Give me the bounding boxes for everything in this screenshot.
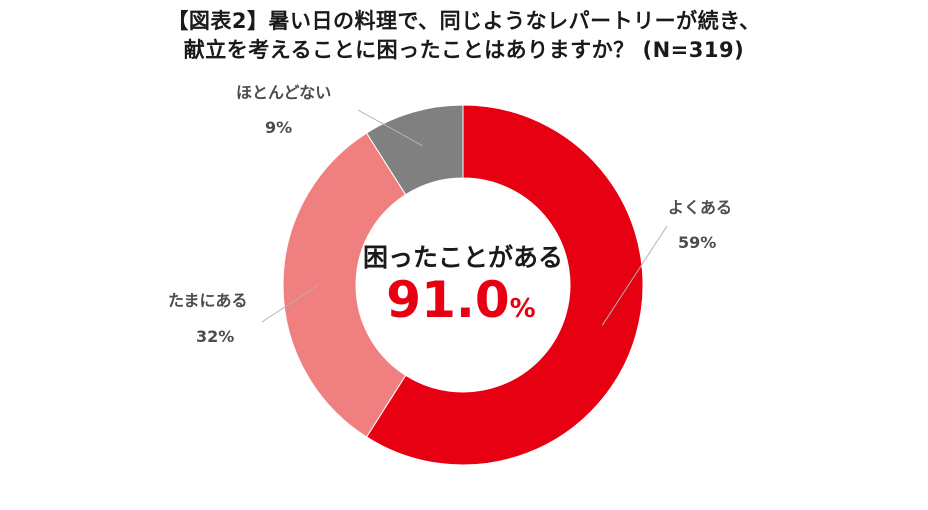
center-label: 困ったことがある xyxy=(363,243,563,272)
chart-title-line-2: 献立を考えることに困ったことはありますか？ (N=319) xyxy=(183,38,745,62)
leader-line-yoku-aru xyxy=(601,225,668,326)
slice-value-yoku-aru: 59% xyxy=(678,233,716,252)
donut-hole xyxy=(356,178,570,392)
chart-title-line-1: 【図表2】暑い日の料理で、同じようなレパートリーが続き、 xyxy=(167,9,761,33)
slice-label-hotondo-nai: ほとんどない xyxy=(236,83,331,102)
leader-lines xyxy=(261,109,668,326)
donut-slices xyxy=(282,104,644,466)
slice-value-hotondo-nai: 9% xyxy=(265,118,292,137)
leader-line-tamani-aru xyxy=(261,284,319,323)
center-value: 91.0 xyxy=(386,271,509,329)
center-value-group: 91.0% xyxy=(386,271,535,329)
slice-value-tamani-aru: 32% xyxy=(196,327,234,346)
center-unit: % xyxy=(510,294,536,324)
leader-line-hotondo-nai xyxy=(357,109,423,147)
slice-label-yoku-aru: よくある xyxy=(668,198,732,217)
slice-label-tamani-aru: たまにある xyxy=(168,291,248,310)
